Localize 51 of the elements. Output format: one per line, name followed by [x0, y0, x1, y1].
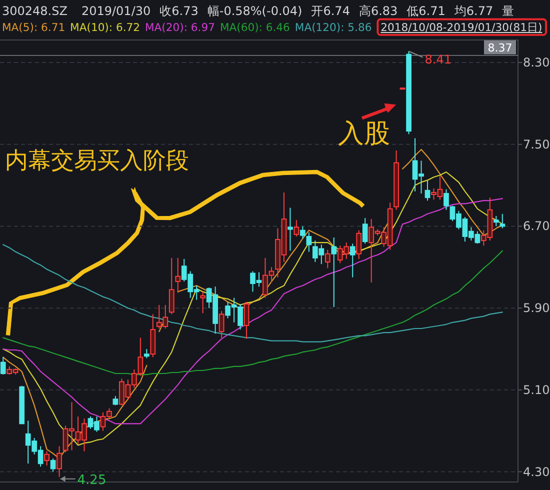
candlestick: [362, 218, 368, 244]
annotation: 入股: [338, 119, 390, 149]
annotation: 内幕交易买入阶段: [5, 148, 189, 174]
text: 开6.74: [311, 4, 350, 18]
candlestick: [168, 257, 174, 315]
candlestick: [244, 301, 250, 340]
candlestick: [144, 348, 150, 359]
text: 2019/01/30: [81, 4, 151, 18]
text: 收6.73: [160, 4, 198, 18]
text: MA(10): 6.72: [70, 21, 140, 34]
candlestick: [175, 257, 181, 294]
candlestick: [218, 310, 224, 338]
candlestick: [288, 207, 293, 252]
candlestick: [112, 396, 118, 406]
text: 低6.71: [406, 4, 446, 18]
annotation: 4.25: [77, 472, 106, 488]
text: MA(5): 6.71: [2, 21, 66, 34]
candlestick: [56, 446, 62, 478]
candlestick: [294, 220, 300, 237]
text: 量: [502, 4, 514, 18]
text: 幅-0.58%(-0.04): [207, 4, 302, 18]
candlestick: [500, 213, 506, 229]
candlestick: [493, 215, 499, 227]
line-series: [2, 244, 503, 342]
candlestick: [324, 249, 330, 269]
y-tick-label: 5.10: [523, 382, 550, 397]
text: 高6.83: [358, 4, 398, 18]
y-tick-label: 7.50: [523, 137, 550, 152]
y-tick-label: 6.70: [523, 219, 550, 234]
text: 300248.SZ: [2, 4, 68, 18]
text: MA(60): 6.46: [220, 21, 290, 34]
candlestick: [44, 450, 50, 466]
ref-line-label: 8.37: [488, 41, 512, 54]
text: 2018/10/08-2019/01/30(81日): [380, 21, 542, 34]
text: 均6.77: [453, 4, 494, 18]
y-tick-label: 4.30: [523, 464, 550, 479]
candlestick: [0, 356, 6, 376]
candlestick: [424, 180, 430, 202]
candlestick: [300, 226, 306, 239]
candlestick: [350, 243, 356, 278]
annotation: 8.41: [424, 52, 452, 66]
candlestick: [331, 236, 337, 308]
candlestick: [444, 188, 449, 210]
candlestick: [306, 232, 312, 252]
y-tick-label: 5.90: [523, 301, 550, 316]
text: MA(20): 6.97: [144, 21, 215, 34]
candlestick: [200, 291, 206, 314]
candlestick: [356, 230, 362, 260]
text: MA(120): 5.86: [294, 21, 372, 34]
y-tick-label: 8.30: [523, 56, 550, 70]
candlestick: [50, 458, 56, 472]
